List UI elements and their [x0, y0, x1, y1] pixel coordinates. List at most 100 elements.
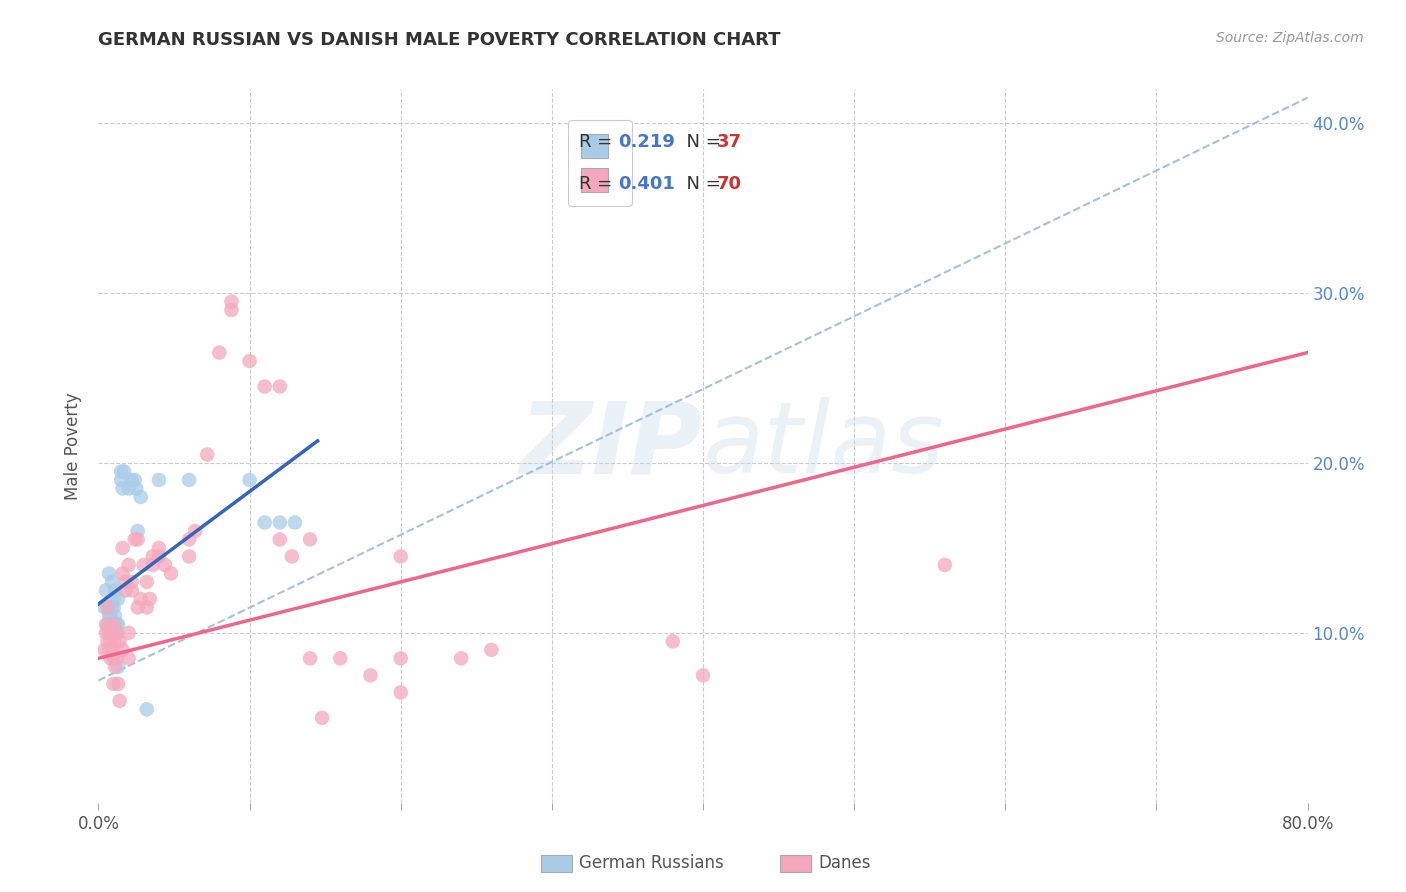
Point — [107, 660, 129, 674]
Point — [692, 668, 714, 682]
Text: ZIP: ZIP — [520, 398, 703, 494]
Point — [311, 711, 333, 725]
Point — [269, 379, 291, 393]
Point — [104, 660, 127, 674]
Point — [94, 583, 117, 598]
Point — [160, 566, 183, 581]
Point — [98, 626, 121, 640]
Point — [101, 600, 124, 615]
Point — [104, 583, 127, 598]
Point — [934, 558, 956, 572]
Point — [389, 651, 412, 665]
Point — [360, 668, 382, 682]
Point — [179, 533, 201, 547]
Point — [101, 574, 124, 589]
Point — [96, 600, 118, 615]
Point — [100, 651, 122, 665]
Point — [129, 490, 152, 504]
Point — [284, 516, 307, 530]
Point — [179, 473, 201, 487]
Point — [98, 608, 121, 623]
Point — [239, 354, 262, 368]
Point — [111, 566, 134, 581]
Point — [142, 549, 165, 564]
Point — [118, 482, 141, 496]
Point — [129, 591, 152, 606]
Point — [179, 549, 201, 564]
Text: Danes: Danes — [818, 855, 870, 872]
Point — [135, 702, 157, 716]
Text: N =: N = — [675, 176, 727, 194]
Text: R =: R = — [579, 176, 619, 194]
Point — [239, 473, 262, 487]
Point — [105, 617, 128, 632]
Point — [100, 608, 122, 623]
Point — [93, 600, 115, 615]
Point — [94, 617, 117, 632]
Point — [124, 473, 146, 487]
Point — [127, 533, 149, 547]
Point — [148, 549, 170, 564]
Point — [329, 651, 352, 665]
Point — [103, 677, 125, 691]
Point — [98, 566, 121, 581]
Text: Source: ZipAtlas.com: Source: ZipAtlas.com — [1216, 31, 1364, 45]
Point — [118, 651, 141, 665]
Text: 37: 37 — [717, 133, 742, 151]
Point — [103, 600, 125, 615]
Point — [132, 558, 155, 572]
Point — [127, 600, 149, 615]
Point — [139, 591, 162, 606]
Point — [148, 541, 170, 555]
Point — [269, 516, 291, 530]
Text: 0.219: 0.219 — [619, 133, 675, 151]
Point — [110, 473, 132, 487]
Text: 0.401: 0.401 — [619, 176, 675, 194]
Point — [124, 533, 146, 547]
Point — [105, 626, 128, 640]
Point — [101, 626, 124, 640]
Point — [111, 643, 134, 657]
Point — [101, 626, 124, 640]
Legend: , : , — [568, 120, 631, 206]
Point — [110, 465, 132, 479]
Point — [93, 643, 115, 657]
Point — [389, 685, 412, 699]
Point — [111, 482, 134, 496]
Point — [281, 549, 304, 564]
Point — [104, 608, 127, 623]
Point — [450, 651, 472, 665]
Point — [125, 482, 148, 496]
Point — [108, 694, 131, 708]
Text: 70: 70 — [717, 176, 742, 194]
Point — [107, 677, 129, 691]
Point — [111, 541, 134, 555]
Text: German Russians: German Russians — [579, 855, 724, 872]
Point — [253, 379, 276, 393]
Y-axis label: Male Poverty: Male Poverty — [65, 392, 83, 500]
Point — [253, 516, 276, 530]
Point — [221, 294, 243, 309]
Point — [481, 643, 503, 657]
Point — [135, 574, 157, 589]
Point — [96, 634, 118, 648]
Point — [105, 651, 128, 665]
Point — [105, 626, 128, 640]
Point — [121, 574, 143, 589]
Point — [112, 465, 135, 479]
Point — [135, 600, 157, 615]
Point — [108, 634, 131, 648]
Point — [104, 634, 127, 648]
Point — [389, 549, 412, 564]
Point — [299, 651, 322, 665]
Point — [121, 473, 143, 487]
Point — [195, 448, 218, 462]
Text: atlas: atlas — [703, 398, 945, 494]
Text: N =: N = — [675, 133, 727, 151]
Point — [94, 626, 117, 640]
Point — [208, 345, 231, 359]
Point — [114, 583, 136, 598]
Point — [269, 533, 291, 547]
Point — [127, 524, 149, 538]
Point — [96, 617, 118, 632]
